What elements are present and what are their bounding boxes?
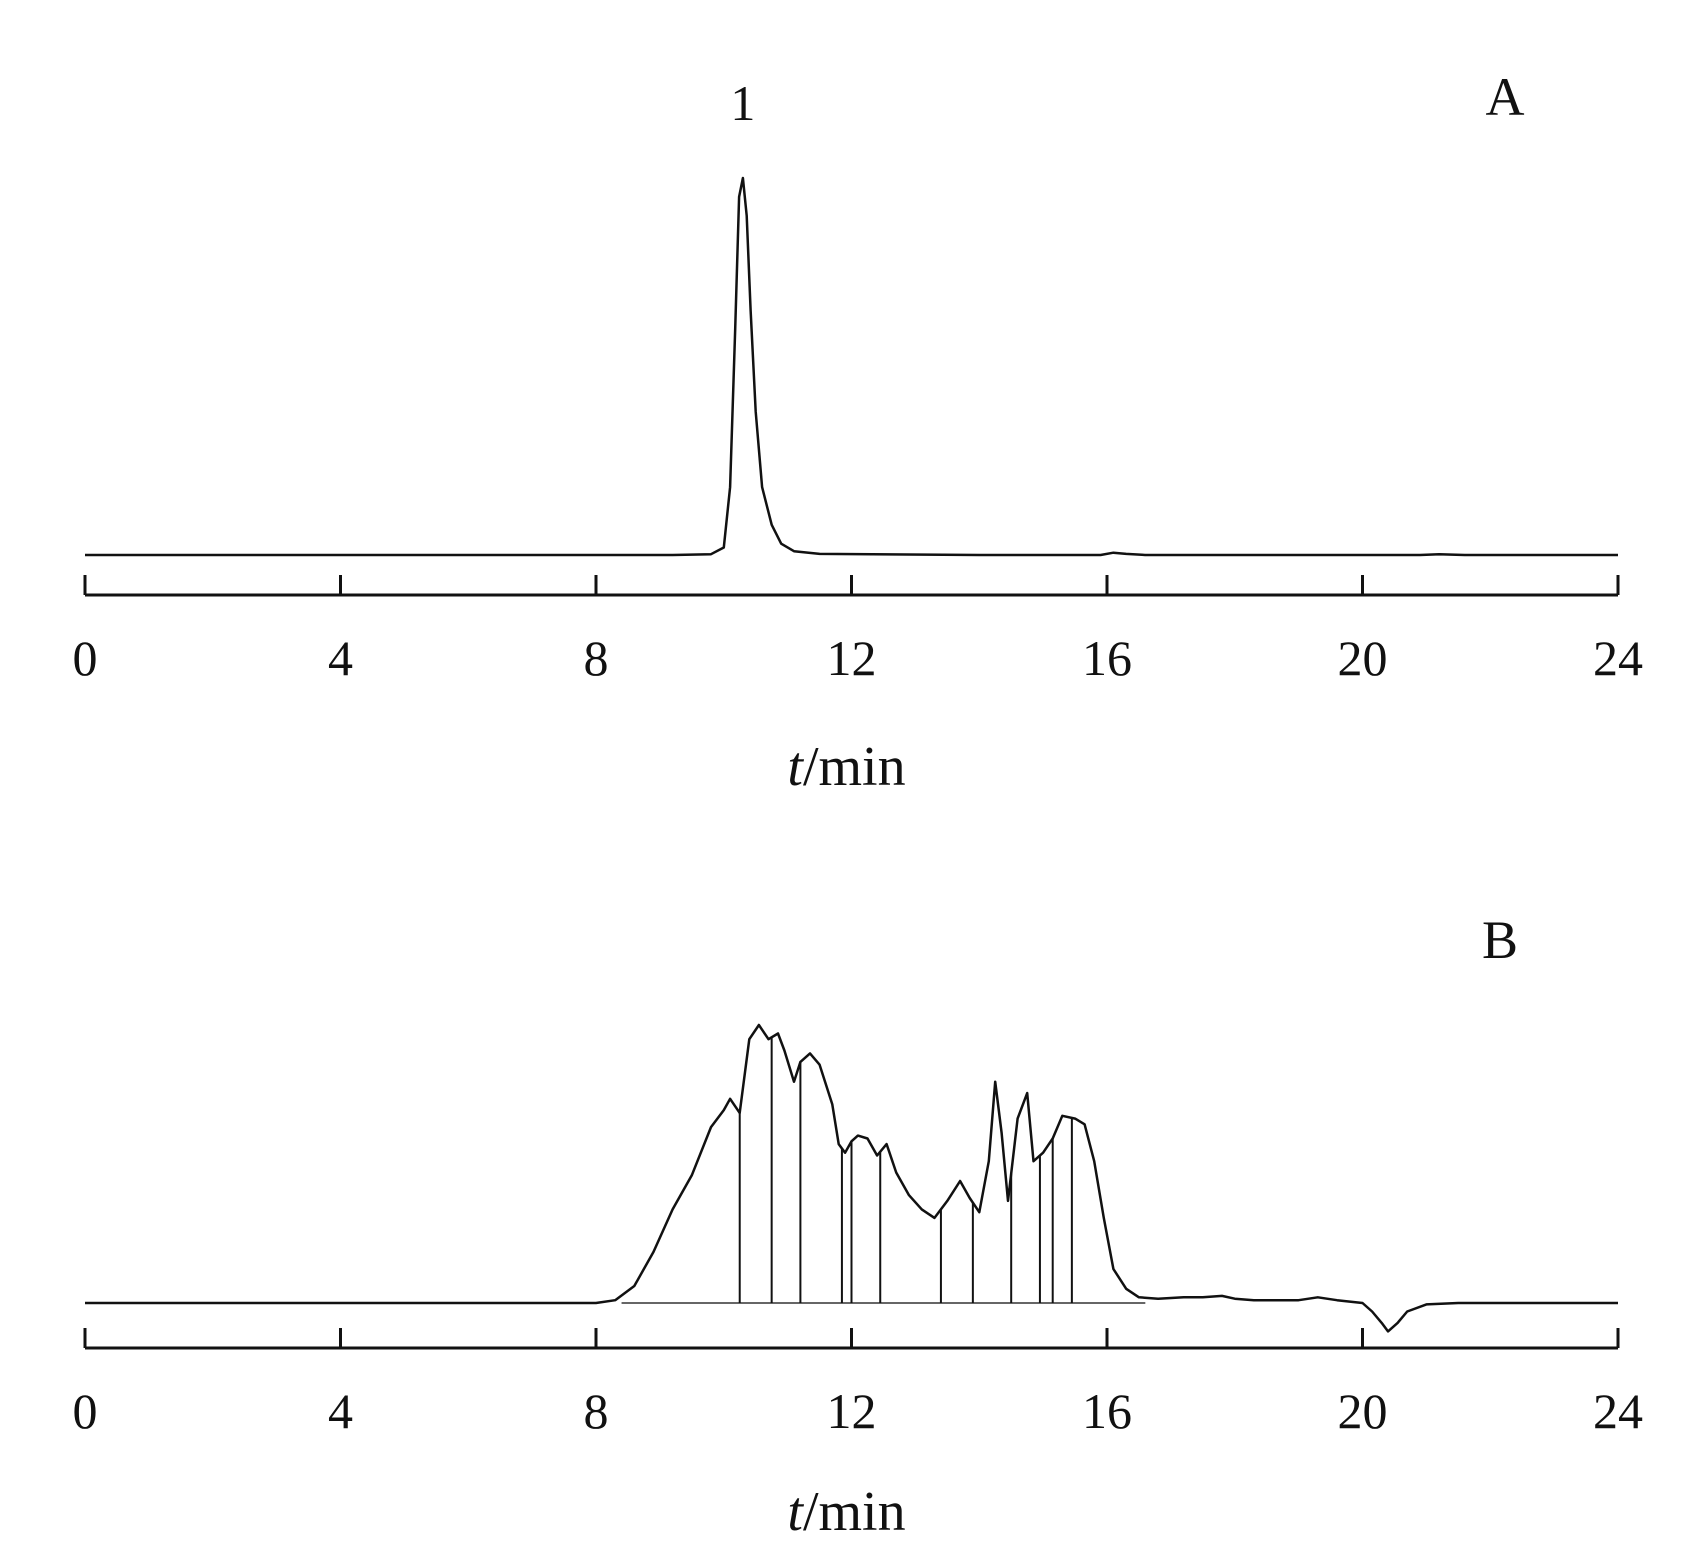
- x-tick-label: 8: [584, 630, 609, 686]
- x-tick-label: 12: [827, 1383, 877, 1439]
- x-tick-label: 0: [73, 630, 98, 686]
- x-axis-label-unit: /min: [803, 1481, 906, 1543]
- x-axis-label-variable: t: [787, 736, 804, 798]
- panel-label: B: [1482, 910, 1518, 970]
- x-tick-label: 12: [827, 630, 877, 686]
- x-tick-label: 16: [1082, 630, 1132, 686]
- x-tick-label: 4: [328, 630, 353, 686]
- chromatogram-trace: [85, 1023, 1618, 1333]
- x-tick-label: 0: [73, 1383, 98, 1439]
- x-tick-label: 20: [1338, 630, 1388, 686]
- x-tick-label: 24: [1593, 630, 1643, 686]
- x-tick-label: 20: [1338, 1383, 1388, 1439]
- panel-label: A: [1486, 67, 1525, 127]
- x-tick-label: 8: [584, 1383, 609, 1439]
- x-tick-label: 24: [1593, 1383, 1643, 1439]
- panel-b: 0 4 8 12 16 20 24 t/min B: [73, 910, 1644, 1543]
- x-tick-label: 16: [1082, 1383, 1132, 1439]
- x-tick-label: 4: [328, 1383, 353, 1439]
- x-axis-label: t/min: [787, 1481, 905, 1543]
- peak-label: 1: [730, 75, 755, 131]
- chromatogram-trace: [85, 176, 1618, 557]
- x-axis-label-variable: t: [787, 1481, 804, 1543]
- panel-a: 0 4 8 12 16 20 24 t/min A 1: [73, 67, 1644, 798]
- x-axis-label: t/min: [787, 736, 905, 798]
- x-axis-label-unit: /min: [803, 736, 906, 798]
